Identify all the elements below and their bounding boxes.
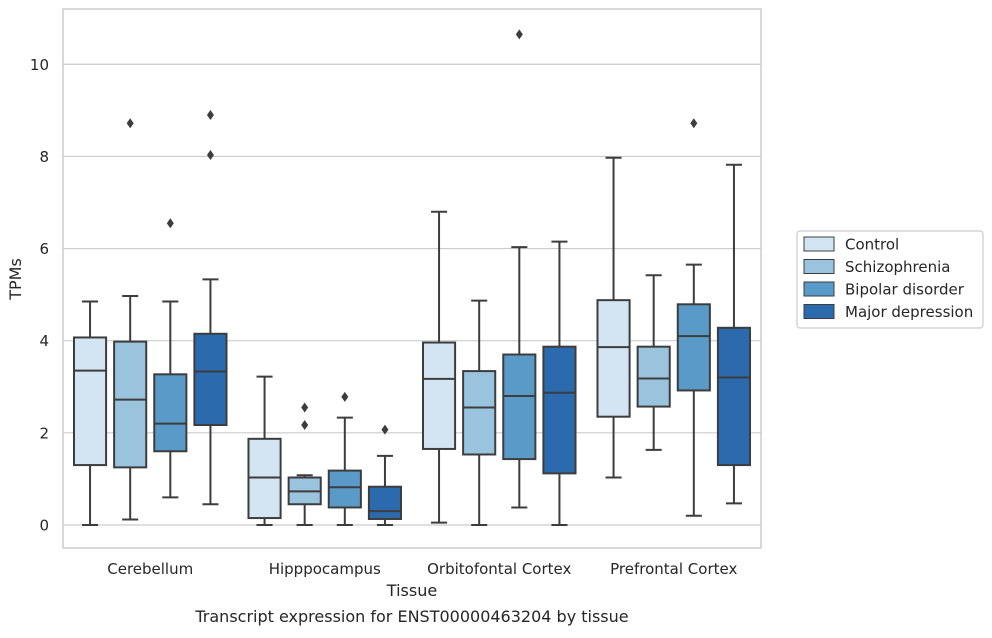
legend-swatch — [803, 259, 835, 274]
box-group — [676, 118, 711, 517]
x-tick-label: Cerebellum — [107, 560, 193, 578]
y-tick-label: 4 — [39, 332, 49, 350]
x-tick-label: Prefrontal Cortex — [610, 560, 737, 578]
box-group — [462, 299, 497, 526]
box-group — [247, 375, 282, 526]
box-group — [596, 156, 631, 479]
box — [367, 485, 403, 520]
axis-layer: 0 2 4 6 8 10 Cerebellum Hipppocampus Orbitofonta… — [30, 8, 762, 578]
outlier-point — [126, 118, 134, 129]
box — [421, 341, 457, 450]
box-group — [421, 210, 457, 524]
box — [676, 303, 711, 392]
legend-label: Schizophrenia — [845, 258, 950, 276]
box-group — [327, 391, 362, 526]
legend-label: Control — [845, 236, 899, 254]
plot-frame — [62, 8, 762, 549]
box — [72, 336, 108, 467]
y-tick-label: 0 — [39, 516, 49, 534]
outlier-point — [206, 150, 214, 161]
box — [636, 345, 671, 408]
y-tick-label: 8 — [39, 148, 49, 166]
outlier-point — [690, 118, 698, 129]
box-group — [542, 240, 577, 526]
x-tick-label: Hipppocampus — [269, 560, 381, 578]
box — [502, 353, 537, 461]
grid-layer — [63, 63, 761, 526]
outlier-point — [381, 424, 389, 435]
box-group — [287, 402, 322, 526]
outlier-point — [206, 109, 214, 120]
legend-swatch — [803, 304, 835, 319]
y-tick-label: 10 — [30, 56, 49, 74]
y-tick-label: 6 — [39, 240, 49, 258]
outlier-point — [166, 218, 174, 229]
box — [462, 370, 497, 456]
box-group — [716, 163, 752, 505]
box-group — [636, 274, 671, 451]
box — [193, 332, 228, 426]
box-layer — [72, 29, 752, 526]
x-axis-label: Tissue — [386, 581, 437, 600]
y-axis-label: TPMs — [6, 258, 25, 301]
legend: Control Schizophrenia Bipolar disorder Majo… — [796, 230, 984, 329]
box — [153, 373, 188, 453]
legend-label: Major depression — [845, 303, 973, 321]
box — [327, 469, 362, 509]
x-tick-label: Orbitofontal Cortex — [427, 560, 571, 578]
box — [716, 326, 752, 467]
legend-frame — [796, 230, 984, 329]
box-group — [153, 218, 188, 499]
outlier-point — [301, 402, 309, 413]
box-group — [502, 29, 537, 509]
y-tick-label: 2 — [39, 424, 49, 442]
box-group — [367, 424, 403, 526]
box-group — [113, 118, 148, 521]
outlier-point — [301, 419, 309, 430]
box — [596, 299, 631, 418]
legend-label: Bipolar disorder — [845, 281, 965, 299]
outlier-point — [341, 391, 349, 402]
box — [113, 340, 148, 469]
box — [542, 345, 577, 475]
box-group — [193, 109, 228, 506]
legend-swatch — [803, 281, 835, 297]
chart-caption: Transcript expression for ENST0000046320… — [194, 607, 628, 626]
outlier-point — [515, 29, 523, 40]
legend-swatch — [803, 236, 835, 252]
box-group — [72, 300, 108, 526]
